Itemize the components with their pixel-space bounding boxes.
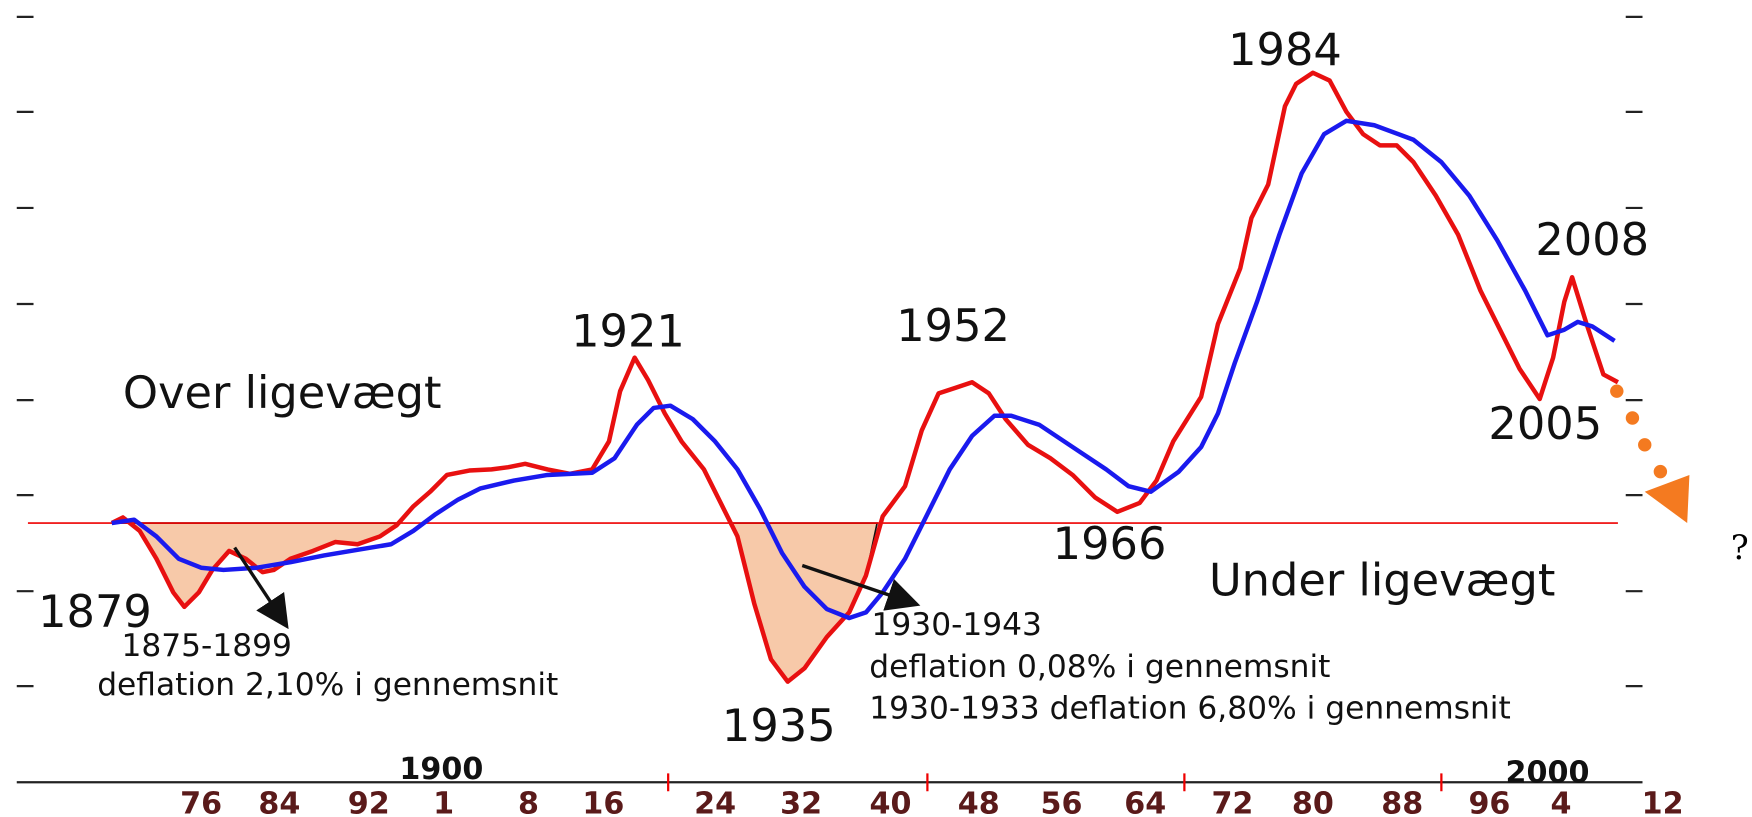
x-tick-label: 56 — [1040, 787, 1082, 817]
label: 1921 — [571, 305, 685, 357]
x-tick-label: 24 — [694, 787, 736, 817]
label: 1952 — [896, 300, 1010, 352]
century-label: 2000 — [1506, 755, 1590, 790]
label: ? — [1731, 528, 1749, 567]
x-tick-label: 72 — [1211, 787, 1253, 817]
century-label: 1900 — [399, 752, 483, 787]
red-line — [110, 70, 1619, 684]
x-tick-label: 88 — [1381, 787, 1423, 817]
x-tick-label: 96 — [1468, 787, 1510, 817]
labels: 1984 2008 1921 1952 Over ligevægt 2005 1… — [38, 24, 1749, 752]
x-tick-label: 4 — [1550, 787, 1571, 817]
pointer-arrow — [233, 546, 289, 630]
label: 1984 — [1228, 24, 1342, 76]
scale-dashes — [16, 15, 1643, 688]
x-tick-label: 12 — [1642, 787, 1684, 817]
note: deflation 2,10% i gennemsnit — [97, 667, 558, 703]
label: 2008 — [1535, 214, 1649, 266]
axis-marks — [667, 773, 1443, 792]
note: deflation 0,08% i gennemsnit — [869, 649, 1330, 685]
forecast-arrow — [1610, 384, 1690, 524]
x-tick-label: 76 — [180, 787, 222, 817]
x-tick-label: 40 — [870, 787, 912, 817]
x-tick-label: 80 — [1292, 787, 1334, 817]
note: 1875-1899 — [121, 628, 291, 664]
label: 1966 — [1053, 518, 1167, 570]
note: 1930-1943 — [872, 607, 1042, 643]
pointer-arrow — [801, 563, 921, 611]
x-tick-label: 1 — [433, 787, 454, 817]
x-tick-label: 48 — [958, 787, 1000, 817]
x-tick-label: 8 — [518, 787, 539, 817]
label: 2005 — [1488, 398, 1602, 450]
x-axis: 1900 2000 76 84 92 1 8 16 24 32 40 48 56 64 72 80 88 96… — [16, 752, 1684, 817]
x-tick-label: 64 — [1124, 787, 1166, 817]
x-tick-label: 32 — [780, 787, 822, 817]
label: 1879 — [38, 586, 152, 638]
label: Under ligevægt — [1209, 555, 1555, 607]
note: 1930-1933 deflation 6,80% i gennemsnit — [869, 691, 1510, 727]
x-tick-label: 16 — [582, 787, 624, 817]
deflation-area — [111, 516, 403, 609]
label: 1935 — [722, 700, 836, 752]
x-tick-label: 84 — [258, 787, 300, 817]
label: Over ligevægt — [123, 367, 442, 419]
x-tick-label: 92 — [348, 787, 390, 817]
notes: 1875-1899 deflation 2,10% i gennemsnit 1… — [97, 607, 1511, 727]
